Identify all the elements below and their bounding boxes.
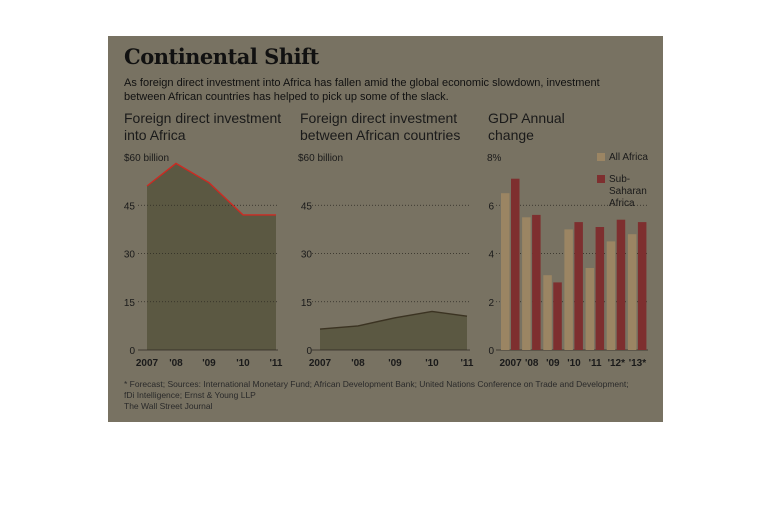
chart2-x-tick-label: '08	[351, 358, 365, 369]
chart1-y-tick-label: 15	[124, 298, 136, 309]
chart3-x-tick-label: 2007	[499, 358, 522, 369]
chart1-y-tick-label: 30	[124, 250, 136, 261]
chart3-bar	[501, 193, 510, 350]
chart1-x-tick-label: '11	[270, 358, 283, 369]
chart1-series-line	[146, 162, 276, 216]
footnote-credit: The Wall Street Journal	[124, 401, 213, 411]
chart2-x-tick-label: '09	[388, 358, 402, 369]
chart3-y-tick-label: 0	[488, 346, 494, 357]
chart3-bar	[627, 234, 637, 350]
chart1-y-tick-label: 45	[124, 201, 136, 212]
chart2-unit-label: $60 billion	[298, 153, 343, 164]
chart3-title: GDP Annual change	[488, 110, 565, 143]
chart3-bar	[522, 217, 531, 350]
chart3-bar	[585, 268, 595, 350]
chart2-y-tick-label: 0	[306, 346, 312, 357]
legend-all-africa-swatch	[597, 153, 605, 161]
chart2-y-tick-label: 45	[301, 201, 313, 212]
chart-subtitle: As foreign direct investment into Africa…	[124, 77, 600, 103]
chart1-x-tick-label: '09	[202, 358, 216, 369]
chart3-bar	[574, 222, 583, 350]
chart3-bar	[543, 275, 552, 350]
chart3-x-tick-label: '08	[525, 358, 539, 369]
chart3-y-tick-label: 6	[488, 201, 494, 212]
chart3-unit-label: 8%	[487, 153, 502, 164]
chart1-x-tick-label: '10	[236, 358, 250, 369]
chart3-x-tick-label: '13*	[629, 358, 647, 369]
chart2-y-tick-label: 15	[301, 298, 313, 309]
chart1-x-tick-label: 2007	[136, 358, 159, 369]
chart2-title: Foreign direct investment between Africa…	[300, 110, 461, 143]
chart3-y-tick-label: 4	[488, 250, 494, 261]
chart2-area	[320, 311, 467, 350]
chart3-bar	[637, 222, 647, 350]
chart3-bar	[532, 214, 541, 350]
legend-sub-saharan-label: Sub-Saharan Africa	[609, 174, 647, 209]
legend-all-africa-label: All Africa	[609, 152, 648, 163]
chart2-x-tick-label: '10	[425, 358, 439, 369]
chart1-x-tick-label: '08	[169, 358, 183, 369]
chart3-y-tick-label: 2	[488, 298, 494, 309]
chart3-bar	[595, 227, 605, 350]
chart3-x-tick-label: '12*	[608, 358, 626, 369]
chart1-area	[147, 163, 276, 350]
chart1-y-tick-label: 0	[129, 346, 135, 357]
legend-sub-saharan-swatch	[597, 175, 605, 183]
footnote-sources-2: fDi Intelligence; Ernst & Young LLP	[124, 390, 256, 400]
chart3-x-tick-label: '09	[546, 358, 560, 369]
chart2-y-tick-label: 30	[301, 250, 313, 261]
page-title: Continental Shift	[124, 44, 319, 69]
chart3-bar	[553, 282, 562, 350]
chart2-x-tick-label: 2007	[309, 358, 332, 369]
chart1-title: Foreign direct investment into Africa	[124, 110, 282, 143]
chart3-x-tick-label: '10	[567, 358, 581, 369]
footnote-sources-1: * Forecast; Sources: International Monet…	[124, 379, 629, 389]
chart3-bar	[511, 178, 520, 350]
chart2-series-line	[319, 310, 468, 330]
chart3-bar	[616, 219, 626, 350]
chart3-bar	[606, 241, 616, 350]
chart1-unit-label: $60 billion	[124, 153, 169, 164]
chart3-bar	[564, 229, 573, 350]
chart3-x-tick-label: '11	[589, 358, 602, 369]
chart2-x-tick-label: '11	[461, 358, 474, 369]
